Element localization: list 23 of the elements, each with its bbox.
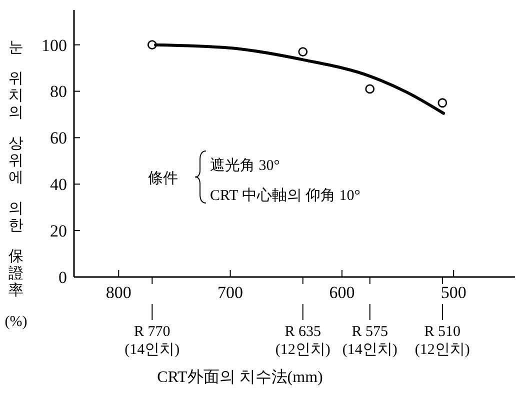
y-tick-label: 80	[50, 82, 67, 102]
annotation: R 510 (12인치)	[414, 324, 470, 358]
y-tick-label: 20	[50, 222, 67, 241]
x-axis-title: CRT外面의 치수法(mm)	[157, 368, 323, 386]
annotation: 條件	[148, 170, 178, 187]
y-tick-label: 0	[58, 268, 67, 287]
annotation: R 635 (12인치)	[275, 324, 330, 358]
annotation: R 575 (14인치)	[342, 324, 398, 358]
annotation: R 770 (14인치)	[124, 324, 180, 358]
x-tick-label: 700	[218, 283, 244, 302]
point	[365, 84, 375, 94]
y-tick-label: 60	[50, 128, 67, 148]
annotation: CRT 中心軸의 仰角 10°	[210, 187, 360, 204]
x-tick-label: 600	[329, 283, 355, 302]
y-tick-label: 100	[42, 36, 67, 55]
x-tick-label: 800	[106, 283, 132, 302]
point	[298, 47, 308, 56]
annotation: 遮光角 30°	[210, 157, 280, 174]
text: 눈 위치의 상위에 의한 保證率 (%)	[4, 40, 28, 330]
point	[438, 98, 448, 108]
point	[147, 40, 157, 50]
y-tick-label: 40	[50, 175, 67, 194]
x-tick-label: 500	[440, 283, 466, 302]
